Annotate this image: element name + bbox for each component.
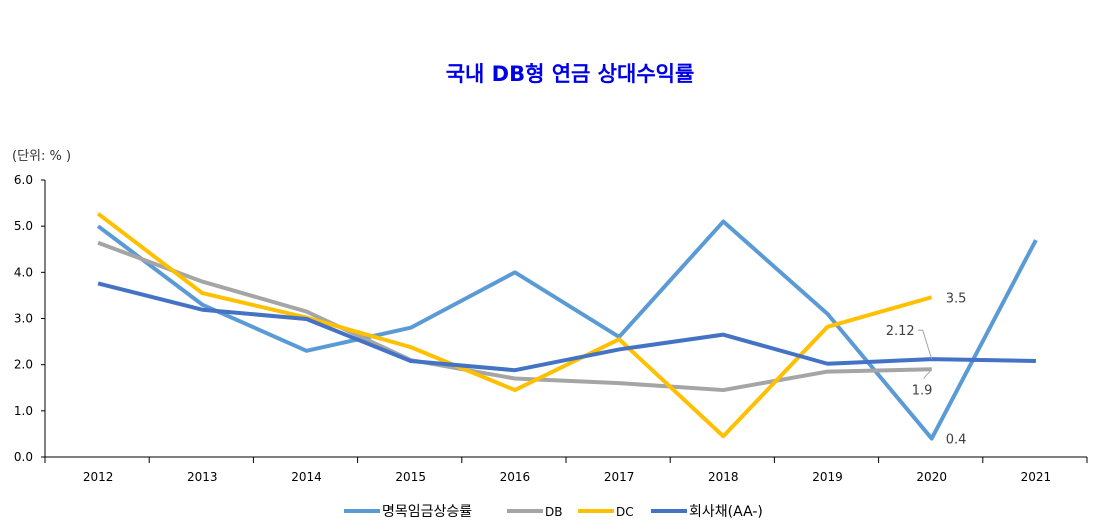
chart-title: 국내 DB형 연금 상대수익률: [446, 62, 695, 86]
legend-item: DC: [578, 505, 634, 519]
leader-line: [917, 329, 933, 360]
legend-item: 명목임금상승률: [344, 504, 472, 520]
series-line-DC: [96, 212, 933, 439]
series-line-DB: [97, 240, 932, 393]
y-tick-label: 4.0: [14, 265, 33, 279]
y-tick-label: 3.0: [14, 312, 33, 326]
x-tick-label: 2015: [395, 470, 426, 484]
legend-label: DB: [545, 505, 562, 519]
y-tick-label: 2.0: [14, 358, 33, 372]
legend-label: 명목임금상승률: [382, 504, 472, 520]
x-tick-label: 2012: [83, 470, 114, 484]
unit-label: (단위: % ): [12, 149, 71, 164]
y-tick-label: 0.0: [14, 450, 33, 464]
series-line-회사채(AA-): [97, 281, 1036, 373]
legend-item: DB: [507, 505, 562, 519]
x-tick-label: 2018: [708, 470, 739, 484]
x-tick-label: 2014: [291, 470, 322, 484]
y-tick-label: 6.0: [14, 173, 33, 187]
x-tick-label: 2019: [812, 470, 843, 484]
legend-label: 회사채(AA-): [689, 504, 763, 520]
x-tick-label: 2013: [187, 470, 218, 484]
data-label: 3.5: [946, 291, 967, 306]
y-tick-label: 5.0: [14, 219, 33, 233]
data-label: 2.12: [886, 324, 915, 339]
y-tick-label: 1.0: [14, 404, 33, 418]
data-label: 1.9: [912, 383, 933, 398]
x-tick-label: 2017: [604, 470, 635, 484]
x-tick-label: 2021: [1021, 470, 1052, 484]
legend-item: 회사채(AA-): [651, 504, 763, 520]
legend-label: DC: [616, 505, 634, 519]
x-tick-label: 2020: [916, 470, 947, 484]
data-label: 0.4: [946, 433, 967, 448]
x-tick-label: 2016: [500, 470, 531, 484]
series-line-명목임금상승률: [96, 219, 1038, 441]
leader-line: [923, 368, 933, 379]
